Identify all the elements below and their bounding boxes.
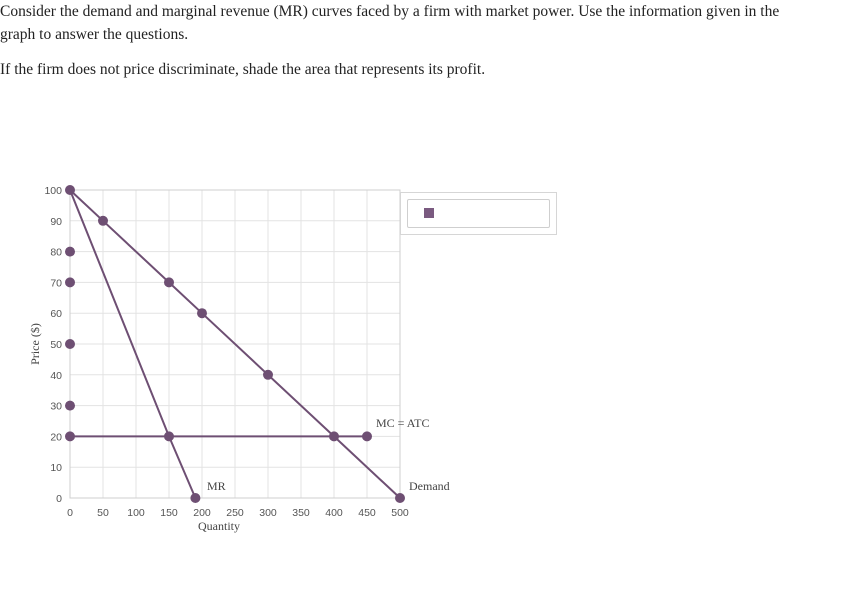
x-tick-label: 250 (226, 507, 244, 519)
data-point[interactable] (98, 215, 108, 226)
y-axis-marker-point[interactable] (65, 246, 75, 257)
y-tick-label: 50 (50, 339, 62, 351)
x-tick-label: 0 (67, 507, 73, 519)
y-tick-label: 0 (56, 493, 62, 505)
y-axis-marker-point[interactable] (65, 400, 75, 411)
data-point[interactable] (164, 277, 174, 288)
x-tick-label: 500 (391, 507, 409, 519)
y-tick-label: 90 (50, 216, 62, 228)
y-tick-label: 10 (50, 462, 62, 474)
chart-grid (69, 189, 401, 499)
data-point[interactable] (197, 308, 207, 319)
area-tool-button[interactable] (407, 199, 550, 228)
shading-tool-panel (400, 192, 557, 235)
question-line-2: graph to answer the questions. (0, 26, 189, 43)
axis-ticks: 0 50 100 150 200 250 300 350 400 450 500 0 10 20 30 40 5… (44, 185, 408, 519)
question-line-1: Consider the demand and marginal revenue… (0, 3, 780, 20)
x-tick-label: 200 (193, 507, 211, 519)
y-axis-marker-point[interactable] (65, 277, 75, 288)
y-axis-title: Price ($) (28, 323, 42, 365)
x-tick-label: 150 (160, 507, 178, 519)
x-tick-label: 300 (259, 507, 277, 519)
y-tick-label: 30 (50, 401, 62, 413)
y-tick-label: 80 (50, 247, 62, 259)
data-point[interactable] (395, 493, 405, 503)
data-point[interactable] (263, 369, 273, 380)
data-point[interactable] (65, 431, 75, 442)
y-axis-marker-point[interactable] (65, 339, 75, 349)
x-tick-label: 450 (358, 507, 376, 519)
y-tick-label: 20 (50, 431, 62, 443)
x-axis-title: Quantity (198, 519, 240, 533)
mc-atc-curve-label: MC = ATC (376, 416, 429, 430)
data-point[interactable] (362, 431, 372, 442)
data-point[interactable] (190, 493, 201, 503)
x-tick-label: 400 (325, 507, 343, 519)
x-tick-label: 350 (292, 507, 310, 519)
y-tick-label: 40 (50, 370, 62, 382)
y-tick-label: 70 (50, 277, 62, 289)
data-point[interactable] (65, 185, 75, 195)
y-tick-label: 60 (50, 308, 62, 320)
mr-curve-label: MR (207, 479, 226, 493)
demand-curve-label: Demand (409, 479, 450, 493)
question-instruction: If the firm does not price discriminate,… (0, 61, 486, 78)
data-point[interactable] (164, 431, 174, 442)
data-point[interactable] (329, 431, 339, 442)
x-tick-label: 100 (127, 507, 145, 519)
square-swatch-icon (424, 208, 434, 218)
chart-points[interactable] (65, 185, 405, 503)
y-tick-label: 100 (44, 185, 62, 197)
x-tick-label: 50 (97, 507, 109, 519)
